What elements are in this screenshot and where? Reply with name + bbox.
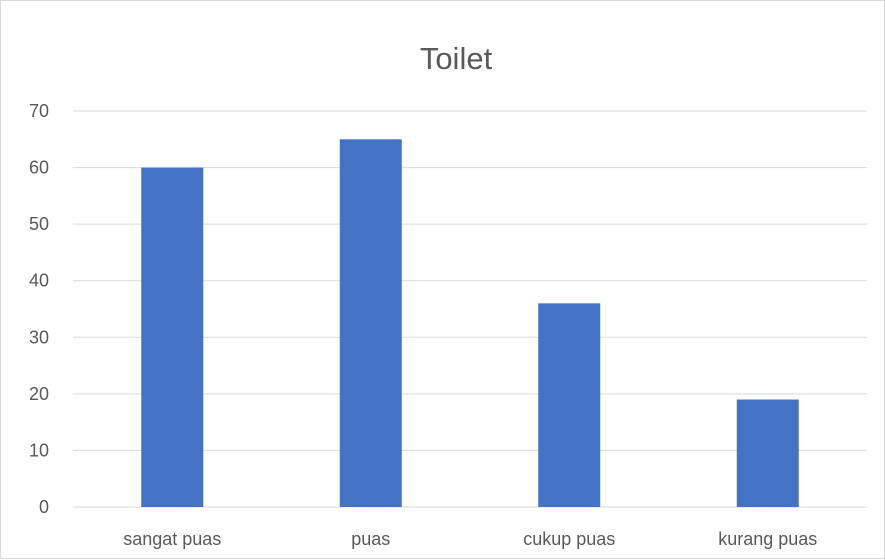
y-tick-label: 30: [29, 327, 49, 347]
y-tick-label: 20: [29, 384, 49, 404]
y-tick-label: 40: [29, 271, 49, 291]
x-category-label: sangat puas: [123, 529, 221, 549]
y-tick-label: 0: [39, 497, 49, 517]
x-category-label: puas: [351, 529, 390, 549]
bar-kurang-puas: [736, 399, 799, 507]
y-tick-label: 60: [29, 158, 49, 178]
bar-sangat-puas: [141, 167, 204, 508]
y-tick-label: 50: [29, 214, 49, 234]
y-tick-label: 70: [29, 101, 49, 121]
chart-title: Toilet: [420, 41, 493, 76]
bars: [141, 139, 799, 508]
bar-cukup-puas: [538, 303, 601, 507]
y-tick-label: 10: [29, 440, 49, 460]
bar-puas: [339, 139, 402, 508]
x-category-label: cukup puas: [523, 529, 615, 549]
y-axis-ticks: 0 10 20 30 40 50 60 70: [29, 101, 49, 517]
gridlines: [73, 110, 867, 508]
x-axis-labels: sangat puas puas cukup puas kurang puas: [123, 529, 817, 549]
x-category-label: kurang puas: [718, 529, 817, 549]
